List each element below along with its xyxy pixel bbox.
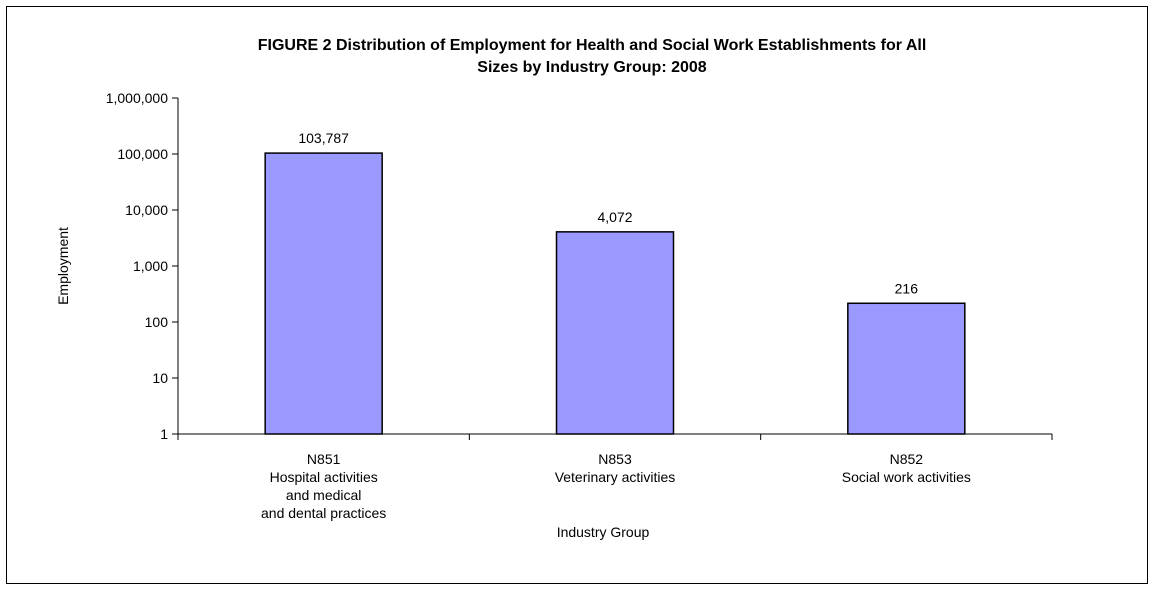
bar: [555, 231, 675, 435]
category-labels: N851 Hospital activities and medical and de…: [261, 451, 971, 521]
category-label: Hospital activities: [270, 469, 378, 485]
category-label: N851: [307, 451, 341, 467]
chart-title-line: FIGURE 2 Distribution of Employment for …: [258, 37, 927, 54]
y-tick-label: 1,000,000: [106, 90, 168, 106]
category-label: and medical: [286, 487, 362, 503]
chart-title-line: Sizes by Industry Group: 2008: [477, 59, 707, 76]
category-label: Social work activities: [842, 469, 971, 485]
y-tick-label: 1,000: [133, 258, 168, 274]
y-tick-label: 10: [152, 370, 168, 386]
category-label: and dental practices: [261, 505, 386, 521]
y-tick-label: 100: [145, 314, 169, 330]
x-axis-title: Industry Group: [557, 524, 650, 540]
bar: [264, 152, 383, 435]
y-tick-label: 100,000: [117, 146, 168, 162]
data-label: 216: [895, 280, 919, 296]
y-tick-label: 1: [160, 426, 168, 442]
category-label: N852: [890, 451, 924, 467]
data-label: 4,072: [597, 209, 632, 225]
category-label: Veterinary activities: [555, 469, 676, 485]
bars: [264, 152, 966, 435]
chart-title: FIGURE 2 Distribution of Employment for …: [258, 37, 927, 76]
y-tick-label: 10,000: [125, 202, 168, 218]
category-label: N853: [598, 451, 632, 467]
bar: [847, 302, 966, 435]
y-axis-title: Employment: [55, 227, 71, 305]
data-label: 103,787: [298, 130, 349, 146]
y-axis: 1 10 100 1,000 10,000 100,000 1,000,000: [106, 90, 179, 442]
data-labels: 103,787 4,072 216: [298, 130, 918, 296]
x-axis: [177, 433, 1053, 440]
